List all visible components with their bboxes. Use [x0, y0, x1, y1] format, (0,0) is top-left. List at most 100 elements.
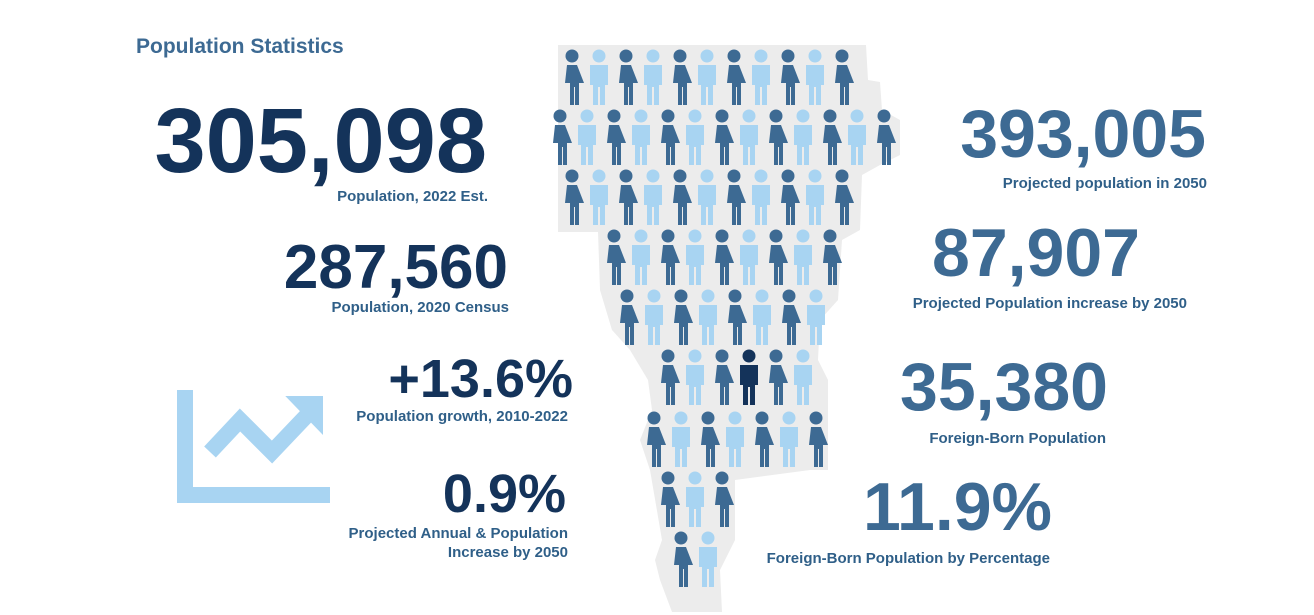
person-head	[835, 49, 849, 63]
person-head	[835, 169, 849, 183]
stat-value: +13.6%	[388, 349, 573, 409]
person-body	[590, 185, 608, 225]
person-icon	[619, 169, 638, 225]
person-body	[769, 125, 788, 165]
person-body	[809, 427, 828, 467]
person-icon	[823, 229, 842, 285]
person-head	[754, 169, 768, 183]
person-head	[877, 109, 891, 123]
person-icon	[781, 169, 800, 225]
person-head	[661, 471, 675, 485]
person-head	[688, 471, 702, 485]
person-body	[701, 427, 720, 467]
person-head	[619, 49, 633, 63]
person-body	[715, 365, 734, 405]
person-body	[674, 547, 693, 587]
person-icon	[699, 531, 717, 587]
person-head	[715, 109, 729, 123]
person-icon	[607, 229, 626, 285]
person-icon	[632, 229, 650, 285]
person-head	[727, 49, 741, 63]
person-body	[715, 487, 734, 527]
person-head	[781, 169, 795, 183]
person-body	[686, 365, 704, 405]
person-icon	[686, 349, 704, 405]
person-head	[742, 349, 756, 363]
person-head	[592, 169, 606, 183]
person-icon	[644, 49, 662, 105]
person-head	[688, 229, 702, 243]
person-icon	[661, 109, 680, 165]
person-body	[661, 487, 680, 527]
person-icon	[780, 411, 798, 467]
person-body	[686, 487, 704, 527]
person-body	[673, 65, 692, 105]
title: Population Statistics	[136, 35, 344, 58]
person-icon	[728, 289, 747, 345]
person-body	[823, 245, 842, 285]
person-icon	[644, 169, 662, 225]
person-icon	[686, 229, 704, 285]
person-head	[661, 109, 675, 123]
person-head	[769, 109, 783, 123]
person-icon	[806, 49, 824, 105]
person-body	[753, 305, 771, 345]
person-head	[565, 169, 579, 183]
person-body	[644, 185, 662, 225]
person-icon	[794, 109, 812, 165]
person-icon	[590, 169, 608, 225]
person-body	[715, 245, 734, 285]
person-body	[794, 245, 812, 285]
person-icon	[578, 109, 596, 165]
person-icon	[848, 109, 866, 165]
person-head	[565, 49, 579, 63]
person-body	[781, 65, 800, 105]
person-head	[553, 109, 567, 123]
person-body	[674, 305, 693, 345]
person-icon	[672, 411, 690, 467]
person-head	[674, 411, 688, 425]
stat-label: Increase by 2050	[448, 544, 568, 561]
person-body	[755, 427, 774, 467]
person-body	[645, 305, 663, 345]
person-body	[699, 547, 717, 587]
person-icon	[661, 471, 680, 527]
person-body	[835, 65, 854, 105]
person-body	[740, 365, 758, 405]
stat-value: 11.9%	[863, 469, 1052, 545]
person-icon	[565, 49, 584, 105]
person-icon	[619, 49, 638, 105]
person-head	[661, 229, 675, 243]
person-icon	[752, 49, 770, 105]
person-body	[740, 125, 758, 165]
person-icon	[877, 109, 896, 165]
person-head	[673, 169, 687, 183]
person-head	[796, 229, 810, 243]
person-icon	[769, 109, 788, 165]
person-head	[742, 229, 756, 243]
stat-label: Projected population in 2050	[1003, 175, 1207, 192]
person-head	[580, 109, 594, 123]
person-body	[781, 185, 800, 225]
person-head	[646, 169, 660, 183]
person-icon	[727, 169, 746, 225]
person-body	[740, 245, 758, 285]
person-head	[701, 289, 715, 303]
person-body	[877, 125, 896, 165]
person-head	[728, 289, 742, 303]
person-body	[807, 305, 825, 345]
person-icon	[835, 169, 854, 225]
person-head	[782, 411, 796, 425]
person-head	[619, 169, 633, 183]
person-icon	[794, 229, 812, 285]
person-icon	[607, 109, 626, 165]
person-body	[673, 185, 692, 225]
person-head	[769, 349, 783, 363]
person-icon	[698, 49, 716, 105]
person-body	[780, 427, 798, 467]
person-head	[823, 229, 837, 243]
stat-label: Population growth, 2010-2022	[356, 408, 568, 425]
person-icon	[809, 411, 828, 467]
